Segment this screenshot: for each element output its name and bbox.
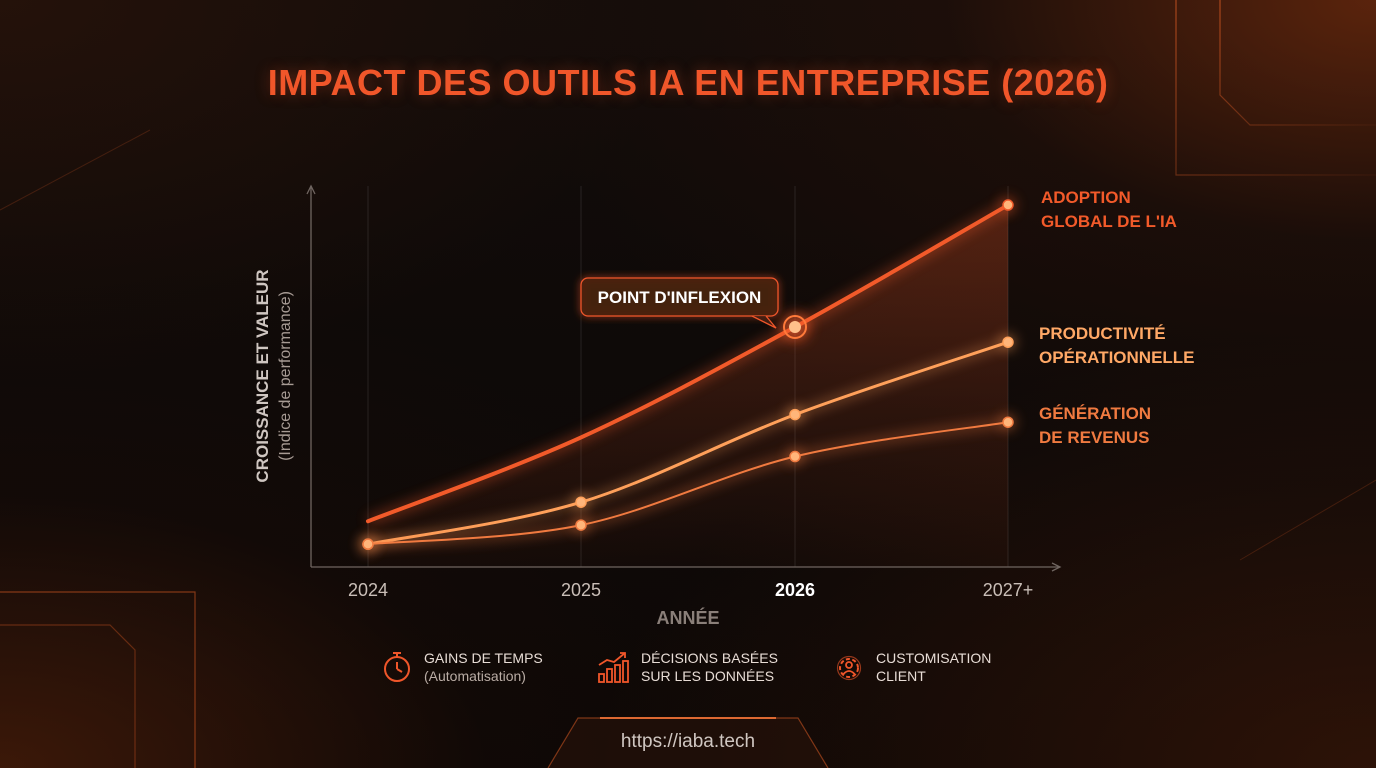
legend-label-line2: SUR LES DONNÉES <box>641 668 775 684</box>
corner-frame-top-right <box>1219 0 1376 126</box>
series-label: DE REVENUS <box>1039 428 1150 447</box>
annotation-callout: POINT D'INFLEXION <box>580 277 779 329</box>
footer-url-link[interactable]: https://iaba.tech <box>620 731 756 752</box>
y-axis-label: CROISSANCE ET VALEUR <box>253 269 272 482</box>
annotation-pointer <box>751 315 777 329</box>
legend-label-line2: CLIENT <box>876 668 926 684</box>
page-title: IMPACT DES OUTILS IA EN ENTREPRISE (2026… <box>267 62 1109 103</box>
data-point <box>575 519 587 531</box>
data-point <box>1002 416 1014 428</box>
data-point <box>789 408 801 421</box>
x-tick-label: 2024 <box>348 580 388 600</box>
series-line <box>367 421 1009 546</box>
y-axis-arrow <box>306 184 316 195</box>
data-point <box>1002 199 1014 211</box>
data-point <box>789 450 801 463</box>
bar-chart-trend-icon <box>598 652 629 683</box>
x-tick-label: 2025 <box>561 580 601 600</box>
annotation-box <box>580 277 779 317</box>
series-line <box>366 340 1010 546</box>
gear-person-icon <box>836 655 862 681</box>
y-axis-sublabel: (Indice de performance) <box>277 291 294 461</box>
diagonal-line-left <box>0 129 151 211</box>
series-label: ADOPTION <box>1041 188 1131 207</box>
x-tick-label: 2027+ <box>983 580 1034 600</box>
data-markers <box>359 196 1017 554</box>
labels: 2024 2025 2026 2027+ ANNÉE CROISSANCE ET VALE… <box>253 188 1195 628</box>
series-line <box>366 203 1010 524</box>
x-axis-label: ANNÉE <box>656 607 719 628</box>
series-lines <box>366 200 1011 549</box>
legend-label: GAINS DE TEMPS <box>424 650 543 666</box>
legend-sublabel: (Automatisation) <box>424 668 526 684</box>
legend-item-time-savings: GAINS DE TEMPS (Automatisation) <box>382 649 543 685</box>
data-point <box>575 496 587 508</box>
x-axis-arrow <box>1051 562 1062 572</box>
diagonal-line-right <box>1239 479 1376 561</box>
stopwatch-icon <box>384 652 410 682</box>
corner-frame-bottom-left-inner <box>0 624 136 768</box>
axes <box>306 184 1062 572</box>
corner-frame-top-right-outer <box>1175 0 1376 176</box>
corner-frame-bottom-left <box>0 591 196 768</box>
x-tick-label: 2026 <box>775 580 815 600</box>
data-point <box>362 538 374 550</box>
series-label: GÉNÉRATION <box>1039 404 1151 423</box>
legend-item-data-decisions: DÉCISIONS BASÉES SUR LES DONNÉES <box>597 649 778 685</box>
annotation-label: POINT D'INFLEXION <box>598 288 762 307</box>
series-label: OPÉRATIONNELLE <box>1039 348 1195 367</box>
series-label: PRODUCTIVITÉ <box>1039 324 1166 343</box>
series-label: GLOBAL DE L'IA <box>1041 212 1177 231</box>
legend-item-customisation: CUSTOMISATION CLIENT <box>834 649 991 685</box>
data-point <box>1002 336 1014 348</box>
inflection-point <box>789 320 801 333</box>
legend-label: DÉCISIONS BASÉES <box>641 650 778 666</box>
inflection-point-ring <box>783 314 807 339</box>
legend-label: CUSTOMISATION <box>876 650 992 666</box>
